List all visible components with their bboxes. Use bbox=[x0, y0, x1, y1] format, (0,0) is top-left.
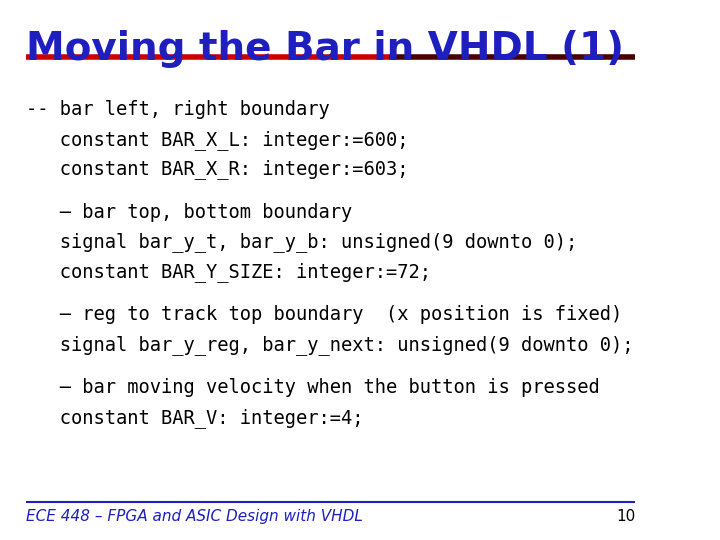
Text: Moving the Bar in VHDL (1): Moving the Bar in VHDL (1) bbox=[26, 30, 624, 68]
Text: 10: 10 bbox=[616, 509, 635, 524]
Text: constant BAR_V: integer:=4;: constant BAR_V: integer:=4; bbox=[26, 408, 364, 428]
Text: constant BAR_X_L: integer:=600;: constant BAR_X_L: integer:=600; bbox=[26, 130, 408, 150]
Text: signal bar_y_reg, bar_y_next: unsigned(9 downto 0);: signal bar_y_reg, bar_y_next: unsigned(9… bbox=[26, 335, 634, 355]
Text: constant BAR_Y_SIZE: integer:=72;: constant BAR_Y_SIZE: integer:=72; bbox=[26, 262, 431, 282]
Text: – bar top, bottom boundary: – bar top, bottom boundary bbox=[26, 202, 352, 221]
Text: ECE 448 – FPGA and ASIC Design with VHDL: ECE 448 – FPGA and ASIC Design with VHDL bbox=[26, 509, 363, 524]
Text: – reg to track top boundary  (x position is fixed): – reg to track top boundary (x position … bbox=[26, 305, 622, 324]
Text: signal bar_y_t, bar_y_b: unsigned(9 downto 0);: signal bar_y_t, bar_y_b: unsigned(9 down… bbox=[26, 232, 577, 252]
Text: – bar moving velocity when the button is pressed: – bar moving velocity when the button is… bbox=[26, 378, 600, 397]
Text: -- bar left, right boundary: -- bar left, right boundary bbox=[26, 100, 330, 119]
Text: constant BAR_X_R: integer:=603;: constant BAR_X_R: integer:=603; bbox=[26, 159, 408, 179]
